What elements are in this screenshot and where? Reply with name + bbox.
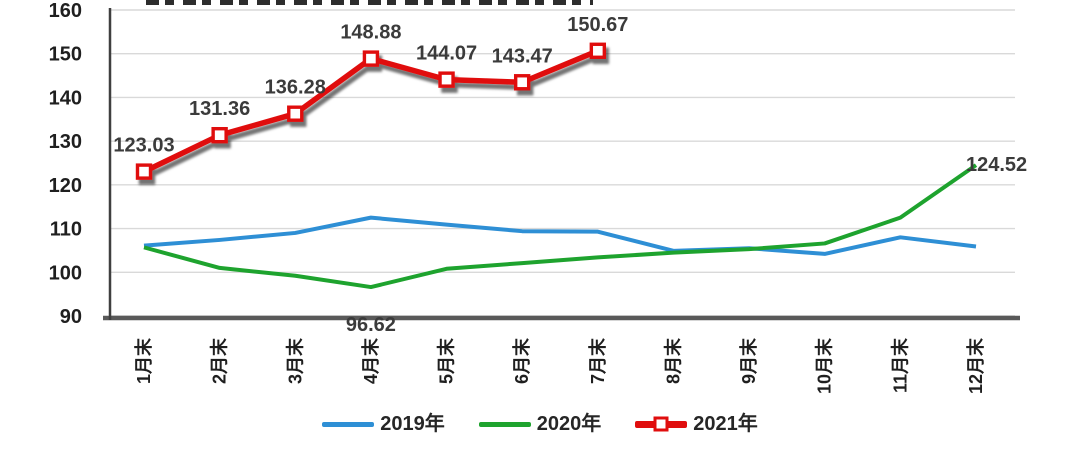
data-labels: 96.62 124.52 123.03 131.36 136.28 148.88 144.0…	[113, 14, 1027, 336]
square-marker-icon	[513, 74, 531, 91]
y-tick-label: 90	[60, 306, 82, 328]
y-tick-label: 140	[49, 87, 82, 109]
series-layer	[135, 42, 978, 290]
y-tick-label: 120	[49, 175, 82, 197]
y-tick-label: 160	[49, 0, 82, 22]
square-marker-icon	[211, 126, 228, 144]
axes	[103, 8, 1020, 321]
legend-item-2019: 2019年	[322, 414, 445, 434]
x-tick-label: 6月末	[511, 337, 532, 384]
data-label: 150.67	[567, 14, 628, 36]
data-label: 144.07	[416, 43, 477, 65]
x-tick-label: 1月末	[133, 337, 154, 384]
x-tick-label: 10月末	[814, 337, 835, 394]
square-marker-icon	[438, 71, 455, 88]
y-tick-label: 150	[49, 44, 82, 66]
data-label: 131.36	[189, 98, 250, 120]
legend-label-2021: 2021年	[693, 413, 758, 435]
x-tick-label: 8月末	[662, 337, 683, 384]
data-label: 148.88	[340, 22, 401, 44]
legend-line-sample-2019	[322, 421, 375, 427]
x-tick-label: 4月末	[360, 337, 381, 384]
x-tick-label: 12月末	[965, 337, 986, 394]
y-tick-label: 130	[49, 131, 82, 153]
x-tick-label: 9月末	[738, 337, 759, 384]
legend-item-2020: 2020年	[478, 413, 602, 435]
square-marker-icon	[287, 105, 304, 122]
chart-legend: 2019年 2020年 2021年	[0, 414, 1080, 434]
data-label: 136.28	[265, 77, 326, 99]
data-label: 143.47	[492, 45, 553, 67]
square-marker-icon	[362, 50, 380, 67]
legend-item-2021: 2021年	[635, 414, 758, 434]
data-label: 124.52	[966, 154, 1027, 176]
series-line-2019年	[143, 215, 977, 256]
data-label: 123.03	[113, 135, 174, 157]
x-tick-label: 3月末	[284, 337, 305, 384]
cropped-chart-title	[146, 0, 593, 5]
x-tick-label: 5月末	[436, 337, 457, 384]
data-label: 96.62	[346, 314, 396, 336]
legend-label-2019: 2019年	[380, 413, 445, 435]
square-marker-icon	[589, 42, 607, 59]
x-axis-tick-labels: 1月末 2月末 3月末 4月末 5月末 6月末 7月末 8月末 9月末 10月末 11月末 12月末	[133, 337, 986, 394]
y-tick-label: 110	[50, 219, 82, 241]
legend-line-sample-2020	[478, 421, 531, 427]
series-2020年	[143, 163, 978, 290]
x-tick-label: 7月末	[587, 337, 608, 384]
x-tick-label: 2月末	[209, 337, 230, 384]
legend-square-marker-icon	[653, 416, 669, 432]
series-line-2020年	[143, 163, 978, 290]
legend-line-sample-2021	[635, 416, 688, 432]
legend-label-2020: 2020年	[536, 413, 602, 435]
series-2021年	[135, 42, 607, 180]
y-axis-tick-labels: 90 100 110 120 130 140 150 160	[49, 0, 82, 328]
series-2019年	[143, 215, 977, 256]
square-marker-icon	[135, 163, 153, 180]
x-tick-label: 11月末	[889, 337, 910, 393]
y-tick-label: 100	[49, 262, 82, 284]
